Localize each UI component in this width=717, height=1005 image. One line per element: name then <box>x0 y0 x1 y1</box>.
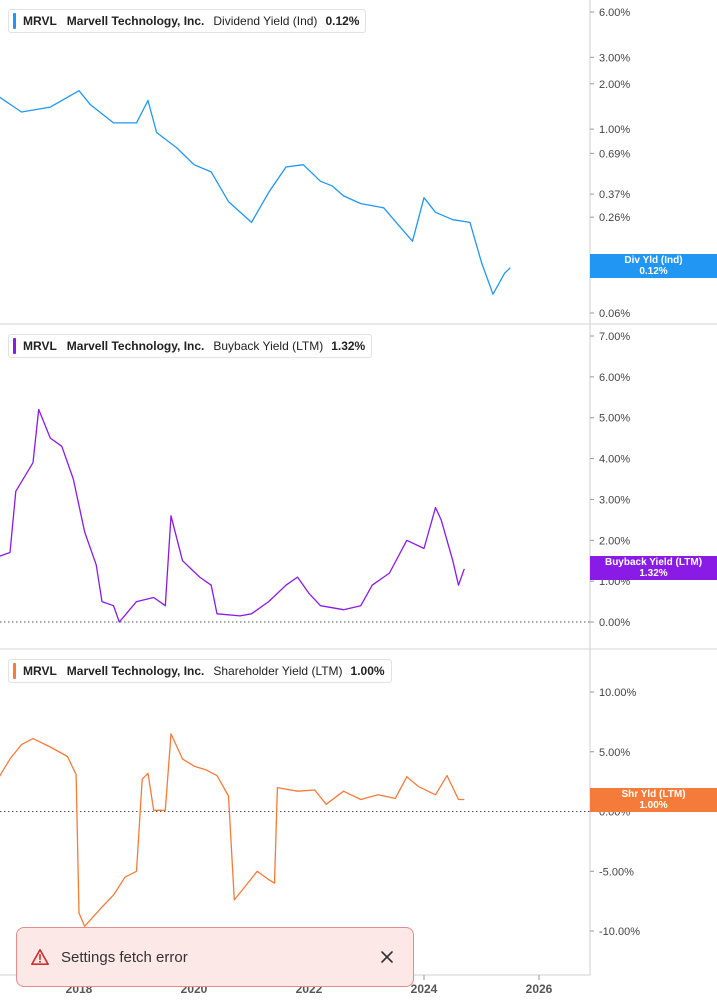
warning-triangle-icon <box>31 948 49 966</box>
y-tick-label: 7.00% <box>599 331 630 343</box>
value-tag-label: Div Yld (Ind) <box>624 255 683 266</box>
x-tick-label: 2026 <box>526 982 553 996</box>
x-tick-label: 2024 <box>411 982 438 996</box>
series-line <box>0 733 465 927</box>
y-tick-label: 0.06% <box>599 308 630 320</box>
legend-company: Marvell Technology, Inc. <box>66 14 205 28</box>
legend-metric: Shareholder Yield (LTM) <box>213 664 343 678</box>
legend-ticker: MRVL <box>23 14 57 28</box>
series-color-swatch <box>13 338 16 354</box>
y-tick-label: 3.00% <box>599 494 630 506</box>
y-tick-label: -5.00% <box>599 866 634 878</box>
legend-dividend-yield: MRVL Marvell Technology, Inc. Dividend Y… <box>8 9 367 33</box>
legend-ticker: MRVL <box>23 339 57 353</box>
legend-shareholder-yield: MRVL Marvell Technology, Inc. Shareholde… <box>8 659 392 683</box>
error-toast: Settings fetch error <box>16 927 414 987</box>
legend-ticker: MRVL <box>23 664 57 678</box>
value-tag-value: 1.00% <box>639 800 668 811</box>
y-tick-label: 0.37% <box>599 189 630 201</box>
y-tick-label: 0.26% <box>599 212 630 224</box>
panel-2: 10.00%5.00%0.00%-5.00%-10.00% <box>0 687 640 938</box>
value-tag-value: 0.12% <box>639 266 668 277</box>
value-tag-dividend-yield: Div Yld (Ind) 0.12% <box>590 254 717 278</box>
legend-value: 1.32% <box>331 339 366 353</box>
series-color-swatch <box>13 13 16 29</box>
legend-metric: Dividend Yield (Ind) <box>213 14 318 28</box>
y-tick-label: 6.00% <box>599 7 630 19</box>
legend-value: 0.12% <box>325 14 360 28</box>
y-tick-label: 0.69% <box>599 148 630 160</box>
panel-1: 7.00%6.00%5.00%4.00%3.00%2.00%1.00%0.00% <box>0 331 630 629</box>
close-icon <box>381 951 393 963</box>
series-color-swatch <box>13 663 16 679</box>
value-tag-shareholder-yield: Shr Yld (LTM) 1.00% <box>590 788 717 812</box>
value-tag-buyback-yield: Buyback Yield (LTM) 1.32% <box>590 556 717 580</box>
value-tag-label: Shr Yld (LTM) <box>621 789 686 800</box>
y-tick-label: -10.00% <box>599 926 640 938</box>
y-tick-label: 5.00% <box>599 413 630 425</box>
series-line <box>0 90 511 295</box>
y-tick-label: 4.00% <box>599 454 630 466</box>
value-tag-label: Buyback Yield (LTM) <box>604 557 703 568</box>
y-tick-label: 10.00% <box>599 687 637 699</box>
legend-company: Marvell Technology, Inc. <box>66 664 205 678</box>
legend-buyback-yield: MRVL Marvell Technology, Inc. Buyback Yi… <box>8 334 373 358</box>
toast-close-button[interactable] <box>377 947 397 967</box>
y-tick-label: 6.00% <box>599 372 630 384</box>
y-tick-label: 1.00% <box>599 124 630 136</box>
legend-metric: Buyback Yield (LTM) <box>213 339 324 353</box>
panel-0: 6.00% 3.00% 2.00% 1.00% 0.69% 0.37% 0.26% 0.06%… <box>0 7 630 320</box>
y-tick-label: 2.00% <box>599 535 630 547</box>
y-tick-label: 5.00% <box>599 747 630 759</box>
series-line <box>0 408 465 623</box>
y-tick-label: 0.00% <box>599 617 630 629</box>
y-tick-label: 2.00% <box>599 79 630 91</box>
y-tick-label: 3.00% <box>599 52 630 64</box>
legend-company: Marvell Technology, Inc. <box>66 339 205 353</box>
legend-value: 1.00% <box>350 664 385 678</box>
value-tag-value: 1.32% <box>639 568 668 579</box>
toast-message: Settings fetch error <box>61 948 188 966</box>
